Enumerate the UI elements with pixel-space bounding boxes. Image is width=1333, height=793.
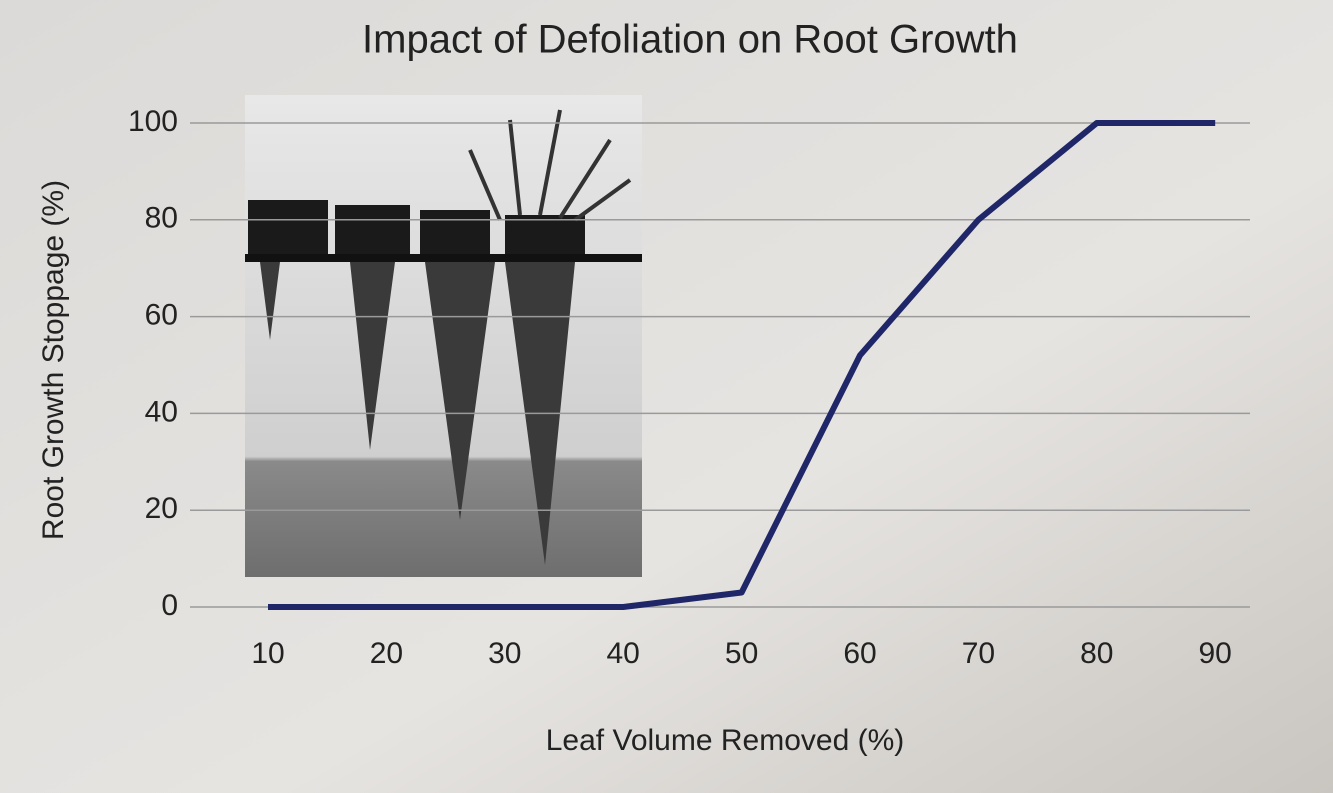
x-tick-label: 90 [1199, 637, 1232, 670]
y-tick-label: 80 [145, 202, 178, 235]
y-tick-label: 0 [161, 589, 178, 622]
x-tick-label: 20 [370, 637, 403, 670]
x-tick-label: 60 [843, 637, 876, 670]
x-tick-label: 70 [962, 637, 995, 670]
y-tick-label: 20 [145, 492, 178, 525]
x-axis-label: Leaf Volume Removed (%) [546, 724, 905, 757]
y-tick-label: 60 [145, 299, 178, 332]
y-tick-label: 100 [128, 105, 178, 138]
y-axis-label: Root Growth Stoppage (%) [37, 180, 70, 540]
x-tick-label: 40 [607, 637, 640, 670]
x-tick-label: 50 [725, 637, 758, 670]
x-tick-label: 30 [488, 637, 521, 670]
y-tick-label: 40 [145, 395, 178, 428]
data-line [268, 120, 1216, 610]
chart-title: Impact of Defoliation on Root Growth [362, 18, 1018, 62]
photo-inset [245, 95, 642, 577]
x-tick-label: 80 [1080, 637, 1113, 670]
x-tick-label: 10 [251, 637, 284, 670]
